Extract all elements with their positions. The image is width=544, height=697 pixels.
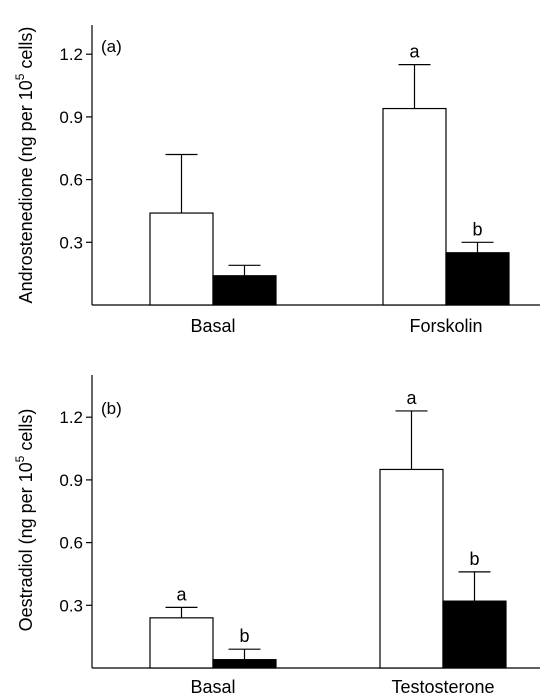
bar-filled — [442, 600, 507, 669]
y-tick-label: 0.9 — [59, 471, 83, 490]
significance-label: b — [469, 549, 479, 569]
y-tick-label: 1.2 — [59, 408, 83, 427]
bar-open — [382, 107, 447, 306]
significance-label: a — [406, 388, 417, 408]
y-tick-label: 0.3 — [59, 233, 83, 252]
significance-label: b — [472, 219, 482, 239]
x-category-label: Basal — [190, 316, 235, 336]
bar-open — [379, 468, 444, 669]
y-tick-label: 0.3 — [59, 596, 83, 615]
x-category-label: Basal — [190, 677, 235, 697]
x-category-label: Forskolin — [409, 316, 482, 336]
y-tick-label: 0.6 — [59, 534, 83, 553]
bar-open — [149, 212, 214, 306]
bar-open — [149, 617, 214, 669]
bar-filled — [212, 659, 277, 669]
x-category-label: Testosterone — [391, 677, 494, 697]
bar-filled — [212, 275, 277, 306]
y-axis-label: Oestradiol (ng per 105 cells) — [13, 409, 36, 632]
bar-filled — [445, 252, 510, 306]
significance-label: a — [176, 584, 187, 604]
panel-label: (b) — [101, 399, 122, 418]
significance-label: a — [409, 42, 420, 62]
y-axis-label: Androstenedione (ng per 105 cells) — [13, 27, 36, 304]
y-tick-label: 1.2 — [59, 45, 83, 64]
chart-panel-a: 0.3 0.6 0.9 1.2 Androstenedione (ng per 105 … — [13, 25, 540, 336]
y-tick-label: 0.6 — [59, 171, 83, 190]
significance-label: b — [239, 626, 249, 646]
chart-panel-b: 0.3 0.6 0.9 1.2 Oestradiol (ng per 105 cells… — [13, 375, 540, 697]
y-tick-label: 0.9 — [59, 108, 83, 127]
panel-label: (a) — [101, 37, 122, 56]
